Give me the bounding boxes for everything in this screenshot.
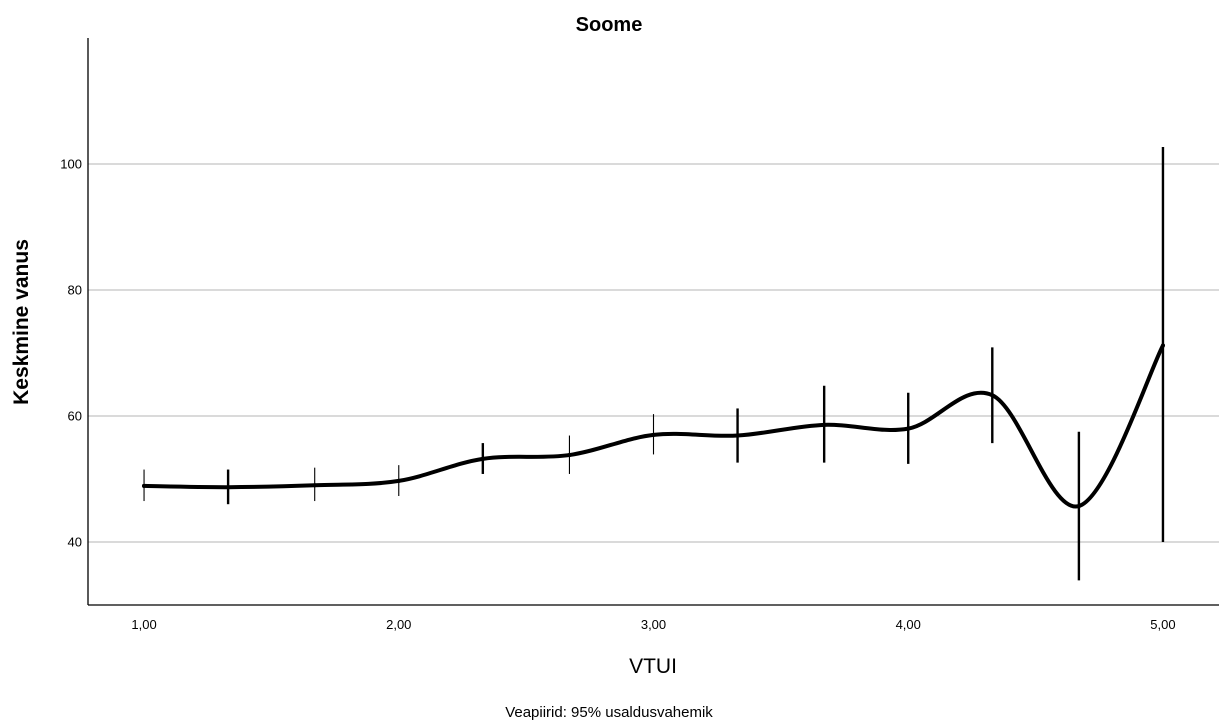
gridlines (88, 163, 1219, 543)
data-point (822, 422, 827, 427)
chart-footnote: Veapiirid: 95% usaldusvahemik (505, 704, 713, 721)
x-tick-label: 2,00 (386, 617, 411, 632)
x-tick-label: 4,00 (896, 617, 921, 632)
data-point (396, 478, 401, 483)
data-point (480, 456, 485, 461)
x-axis-title: VTUI (629, 655, 677, 678)
data-point (1160, 343, 1165, 348)
data-point (990, 393, 995, 398)
error-bars (143, 146, 1165, 581)
x-tick-label: 1,00 (131, 617, 156, 632)
x-tick-label: 3,00 (641, 617, 666, 632)
data-point (226, 485, 231, 490)
series-line (142, 343, 1165, 509)
axes (87, 38, 1219, 606)
data-point (1076, 504, 1081, 509)
y-axis-title: Keskmine vanus (10, 239, 33, 405)
data-point (906, 426, 911, 431)
tick-labels: 40 60 80 100 1,00 2,00 3,00 4,00 5,00 (60, 157, 1175, 633)
data-point (651, 432, 656, 437)
chart-title: Soome (576, 14, 643, 36)
data-point (142, 483, 147, 488)
data-point (567, 453, 572, 458)
y-tick-label: 60 (68, 409, 82, 424)
y-tick-label: 40 (68, 535, 82, 550)
series-group (142, 343, 1165, 509)
y-tick-label: 80 (68, 283, 82, 298)
y-tick-label: 100 (60, 157, 82, 172)
x-tick-label: 5,00 (1150, 617, 1175, 632)
data-point (735, 433, 740, 438)
data-point (312, 483, 317, 488)
